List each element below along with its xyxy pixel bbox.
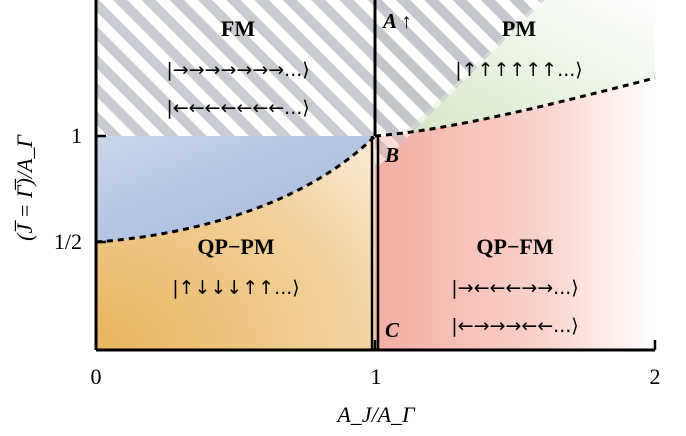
x-tick-label-0: 0 bbox=[91, 364, 102, 389]
point-c-label: C bbox=[385, 318, 400, 342]
point-b-label: B bbox=[384, 143, 399, 167]
y-tick-label-1: 1 bbox=[71, 123, 82, 148]
fm-title: FM bbox=[221, 16, 255, 41]
point-a-label: A ↑ bbox=[381, 9, 412, 33]
tick-marks bbox=[94, 134, 657, 350]
qp-pm-state-1: |↑↓↓↓↑↑...⟩ bbox=[172, 277, 299, 299]
qp-fm-state-2: |←→→→←←...⟩ bbox=[451, 315, 578, 337]
qp-fm-region bbox=[375, 78, 655, 350]
y-tick-label-half: 1/2 bbox=[54, 229, 82, 254]
boundary-pm-qpfm bbox=[374, 76, 656, 138]
boundary-fm-qppm bbox=[95, 134, 377, 244]
x-tick-label-2: 2 bbox=[650, 364, 661, 389]
qp-pm-region bbox=[96, 136, 375, 350]
fm-state-1: |→→→→→→→...⟩ bbox=[166, 59, 309, 81]
fm-region bbox=[96, 136, 375, 242]
x-axis-label: A_J/A_Γ bbox=[335, 402, 416, 427]
region-titles: FM PM QP−PM QP−FM bbox=[197, 16, 554, 259]
hatched-fade bbox=[375, 0, 545, 170]
state-kets: |→→→→→→→...⟩ |←←←←←←←...⟩ |↑↑↑↑↑↑...⟩ |↑… bbox=[166, 59, 582, 337]
tick-labels: 0 1 2 1/2 1 bbox=[54, 123, 661, 389]
region-fills bbox=[96, 0, 655, 350]
pm-state-1: |↑↑↑↑↑↑...⟩ bbox=[455, 59, 582, 81]
fm-state-2: |←←←←←←←...⟩ bbox=[166, 97, 309, 119]
x-tick-label-1: 1 bbox=[371, 364, 382, 389]
special-points: A ↑ B C bbox=[381, 9, 412, 342]
qp-pm-title: QP−PM bbox=[197, 234, 275, 259]
pm-title: PM bbox=[502, 16, 536, 41]
qp-fm-state-1: |→←←←→→...⟩ bbox=[451, 277, 578, 299]
phase-boundaries bbox=[94, 0, 656, 352]
y-axis-label: (J̅ = Γ̅)/A_Γ bbox=[12, 134, 37, 241]
qp-fm-title: QP−FM bbox=[476, 234, 554, 259]
